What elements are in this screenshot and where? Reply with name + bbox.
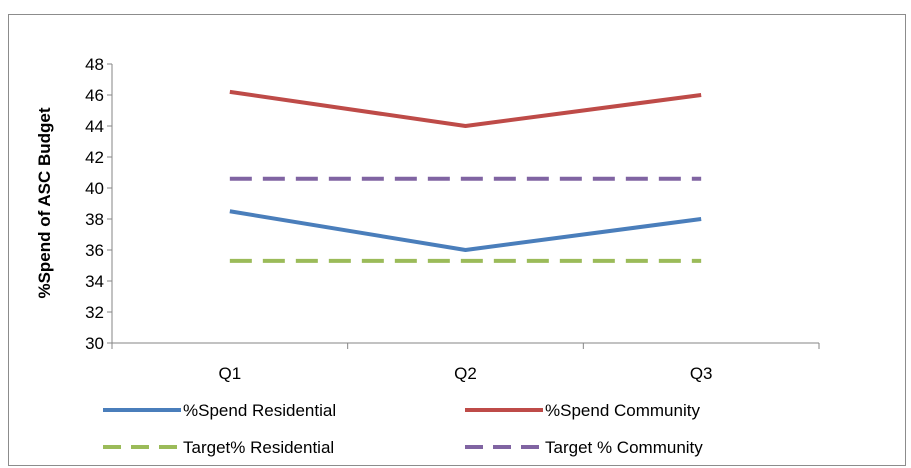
legend-label-3: Target% Residential	[183, 438, 334, 457]
x-tick-label: Q3	[690, 364, 713, 383]
series-line-2	[229, 89, 702, 128]
legend-label-4: Target % Community	[545, 438, 703, 457]
x-tick-label: Q1	[218, 364, 241, 383]
y-tick-label: 48	[85, 55, 104, 74]
y-tick-label: 30	[85, 334, 104, 353]
series-line-1	[229, 209, 702, 252]
axes: 30 32 34 36 38 40 42 44 46 48 Q1 Q2 Q3	[85, 55, 820, 383]
series-layer	[229, 89, 702, 263]
legend: %Spend Residential %Spend Community Target…	[103, 401, 703, 457]
y-tick-label: 32	[85, 303, 104, 322]
y-tick-label: 46	[85, 86, 104, 105]
y-tick-label: 44	[85, 117, 104, 136]
y-tick-label: 38	[85, 210, 104, 229]
y-axis-label: %Spend of ASC Budget	[35, 107, 54, 298]
legend-label-2: %Spend Community	[545, 401, 700, 420]
legend-label-1: %Spend Residential	[183, 401, 336, 420]
y-tick-label: 36	[85, 241, 104, 260]
y-tick-label: 34	[85, 272, 104, 291]
x-tick-label: Q2	[454, 364, 477, 383]
chart-frame	[8, 14, 906, 466]
y-tick-label: 42	[85, 148, 104, 167]
y-tick-label: 40	[85, 179, 104, 198]
